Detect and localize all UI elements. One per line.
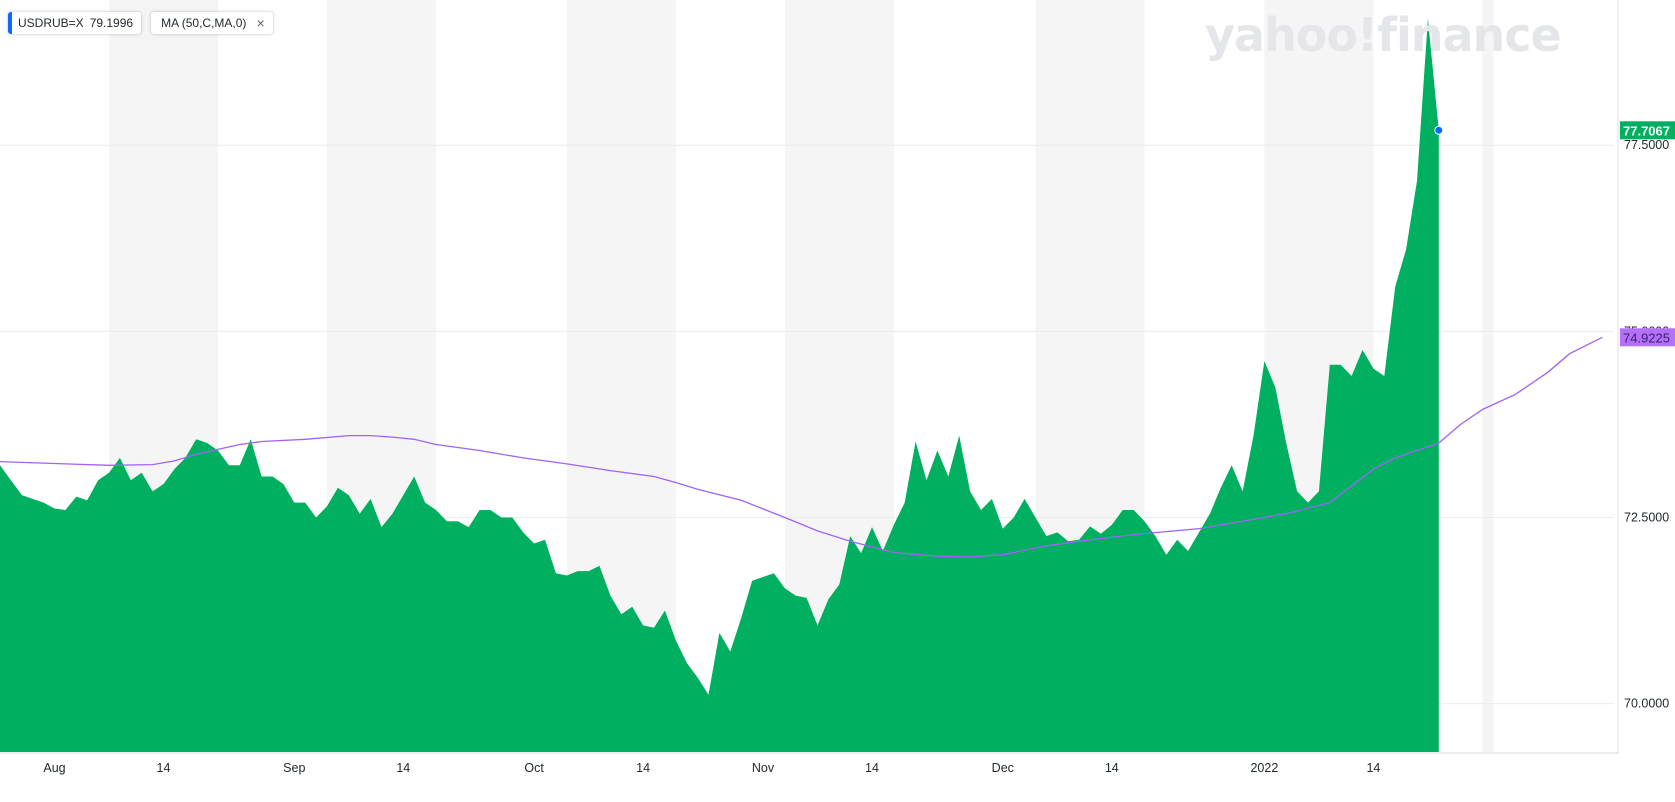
x-tick-label: 14: [1366, 761, 1380, 775]
price-area-series: [0, 18, 1439, 753]
last-price-value: 77.7067: [1623, 123, 1670, 138]
symbol-label: USDRUB=X: [18, 16, 84, 30]
symbol-value: 79.1996: [89, 16, 134, 30]
x-tick-label: Sep: [283, 761, 305, 775]
x-tick-label: 14: [865, 761, 879, 775]
close-icon[interactable]: ×: [256, 15, 265, 31]
y-tick-label: 72.5000: [1624, 510, 1669, 524]
x-tick-label: Dec: [992, 761, 1014, 775]
x-tick-label: Nov: [752, 761, 775, 775]
x-tick-label: 14: [636, 761, 650, 775]
last-price-dot: [1434, 125, 1444, 135]
ma-value-tag: [1620, 328, 1675, 347]
last-price-tag: [1620, 121, 1675, 140]
indicator-label: MA (50,C,MA,0): [161, 16, 247, 30]
x-tick-label: 14: [1105, 761, 1119, 775]
y-tick-label: 77.5000: [1624, 138, 1669, 152]
x-tick-label: 2022: [1250, 761, 1278, 775]
y-tick-label: 70.0000: [1624, 697, 1669, 711]
moving-average-line: [0, 336, 1603, 558]
x-tick-label: Oct: [524, 761, 544, 775]
ma-last-value: 74.9225: [1623, 330, 1670, 345]
symbol-color-bar: [8, 12, 12, 34]
indicator-chip[interactable]: MA (50,C,MA,0) ×: [151, 12, 273, 34]
chart-legend: USDRUB=X 79.1996 MA (50,C,MA,0) ×: [8, 12, 273, 34]
x-tick-label: 14: [157, 761, 171, 775]
shaded-band: [1482, 0, 1494, 752]
x-tick-label: 14: [396, 761, 410, 775]
symbol-chip[interactable]: USDRUB=X 79.1996: [8, 12, 142, 34]
x-tick-label: Aug: [43, 761, 65, 775]
yahoo-finance-logo: yahoo!finance: [1205, 8, 1562, 62]
